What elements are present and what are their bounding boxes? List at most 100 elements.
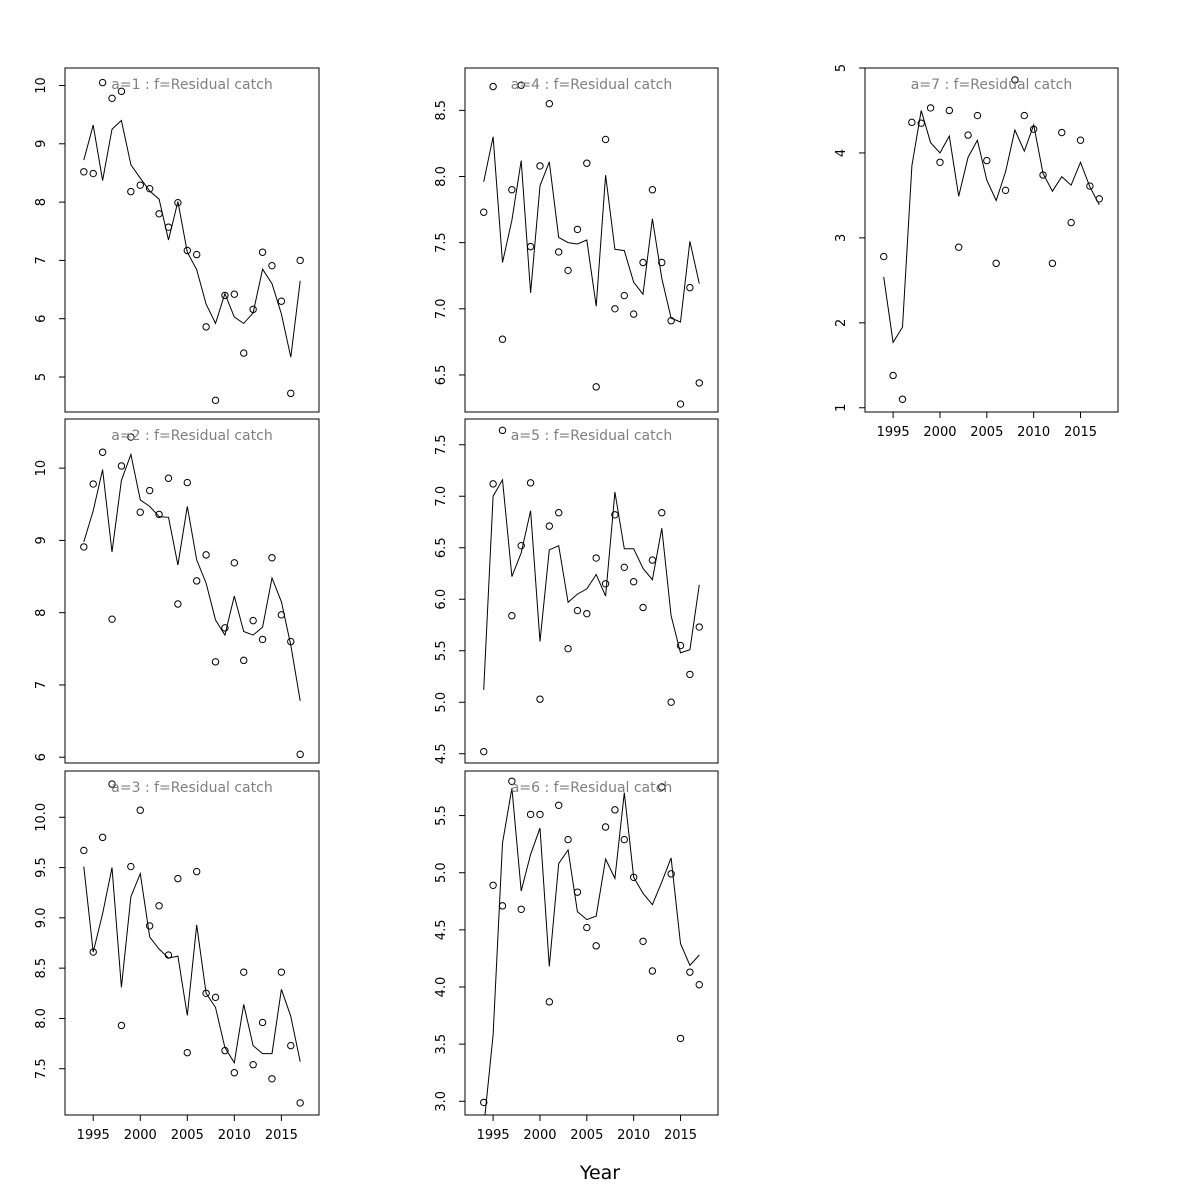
y-tick-label: 6.5 [434,365,449,386]
observed-point [202,323,210,331]
plot-area [480,81,703,408]
observed-point [277,297,286,305]
observed-point [80,543,88,551]
observed-point [695,981,703,989]
plot-area [80,433,304,759]
observed-point [573,225,582,234]
y-tick-label: 8 [34,198,49,206]
observed-point [508,186,516,194]
observed-point [136,806,144,814]
observed-point [108,780,116,788]
observed-point [221,291,229,300]
observed-point [202,551,210,559]
y-tick-label: 4.0 [434,977,449,998]
x-tick-label: 2010 [218,1128,251,1143]
panel-7: 1 2 3 4 5 1995 2000 2005 2010 2015 a=7 : f=Residua… [834,64,1119,440]
observed-point [564,266,572,275]
observed-point [258,635,267,644]
observed-point [155,510,163,519]
observed-point [620,291,628,300]
y-tick-label: 7.0 [434,298,449,319]
y-tick-label: 5.5 [434,805,449,826]
observed-point [583,159,591,167]
x-tick-label: 2005 [570,1128,603,1143]
y-tick-label: 8 [34,609,49,617]
observed-point [573,606,582,615]
fitted-line [83,866,301,1065]
fitted-line [83,119,301,358]
panel-2: 6 7 8 9 10 a=2 : f=Residual catch [34,418,320,764]
observed-point [287,637,295,646]
observed-point [489,480,497,488]
y-tick-label: 10.0 [34,803,49,832]
y-tick-label: 8.5 [34,958,49,979]
observed-point [676,1034,685,1043]
observed-point [258,1018,267,1027]
observed-point [183,246,191,255]
observed-point [174,198,182,207]
observed-point [686,283,694,292]
y-tick-label: 8.0 [34,1008,49,1029]
x-tick-label: 2000 [523,1128,556,1143]
observed-point [480,1098,488,1107]
observed-point [164,951,173,959]
observed-point [145,184,154,193]
observed-point [955,243,963,251]
x-tick-label: 1995 [477,1128,510,1143]
panel-frame [64,67,320,413]
observed-point [117,1021,126,1030]
observed-point [89,480,97,488]
observed-point [1039,171,1047,179]
fitted-line [484,788,700,1115]
observed-point [240,968,248,976]
fitted-line [883,110,1100,344]
y-tick-label: 6 [34,315,49,323]
observed-point [555,801,563,809]
observed-point [489,82,497,91]
observed-point [145,486,154,495]
y-tick-label: 8.0 [434,166,449,187]
observed-point [230,290,239,298]
observed-point [174,600,182,608]
panel-frame [464,770,719,1116]
observed-point [517,81,525,89]
observed-point [498,426,507,435]
panel-title: a=5 : f=Residual catch [511,428,672,444]
observed-point [211,658,220,666]
observed-point [230,1069,239,1077]
observed-point [1011,76,1019,84]
observed-point [296,256,304,265]
observed-point [268,261,276,270]
panel-frame [464,418,719,764]
y-tick-label: 5.5 [434,640,449,661]
panel-title: a=3 : f=Residual catch [111,780,272,796]
fitted-line [83,452,301,701]
plot-area [480,426,703,756]
y-tick-label: 4.5 [434,920,449,941]
observed-point [498,335,507,343]
observed-point [164,223,173,231]
observed-point [127,862,135,871]
x-tick-label: 1995 [877,425,910,440]
panel-6: 3.0 3.5 4.0 4.5 5.0 5.5 1995 2000 2005 2010 2015 a=… [434,770,719,1143]
observed-point [211,396,220,405]
observed-point [193,250,201,259]
observed-point [164,474,173,482]
observed-point [898,395,907,403]
observed-point [80,168,88,176]
observed-point [489,881,497,889]
observed-point [601,135,610,144]
observed-point [480,747,488,756]
observed-point [1058,128,1066,137]
observed-point [517,541,525,550]
panel-title: a=2 : f=Residual catch [111,428,272,444]
observed-point [108,94,116,103]
observed-point [287,389,295,398]
observed-point [508,777,516,785]
observed-point [573,888,582,896]
observed-point [536,162,544,170]
plot-area [80,780,304,1107]
y-tick-label: 6.0 [434,589,449,610]
y-tick-label: 10 [34,77,49,94]
